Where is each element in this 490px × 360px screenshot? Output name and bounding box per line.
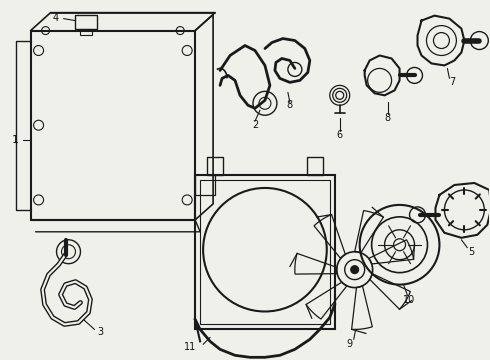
- Text: 7: 7: [449, 77, 456, 87]
- Text: 2: 2: [252, 120, 258, 130]
- Circle shape: [351, 266, 359, 274]
- Text: 5: 5: [468, 247, 474, 257]
- Text: 1: 1: [12, 135, 19, 145]
- Bar: [307, 157, 323, 175]
- Text: 10: 10: [403, 294, 416, 305]
- Text: 9: 9: [346, 339, 353, 349]
- Bar: [207, 157, 223, 175]
- Text: 8: 8: [287, 100, 293, 110]
- Bar: [80, 28, 93, 35]
- Text: 6: 6: [337, 130, 343, 140]
- Text: 4: 4: [52, 13, 59, 23]
- Text: 3: 3: [98, 327, 103, 337]
- Text: 11: 11: [184, 342, 196, 352]
- Bar: [200, 180, 330, 324]
- Text: 8: 8: [385, 113, 391, 123]
- Bar: [75, 15, 98, 28]
- Bar: [195, 175, 335, 329]
